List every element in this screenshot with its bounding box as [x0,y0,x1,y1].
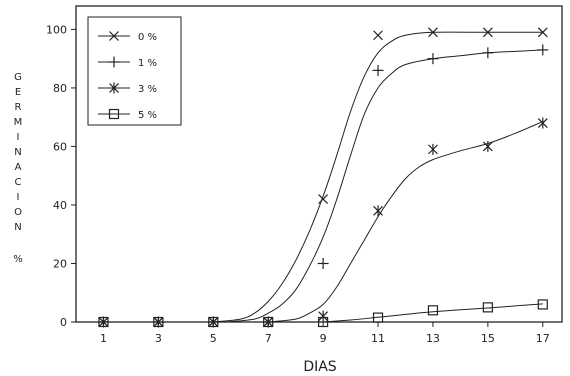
y-label-letter: M [14,117,23,128]
point-asterisk [153,316,164,328]
legend: 0 % 1 % 3 % 5 % [87,16,182,126]
point-asterisk [263,316,274,328]
x-tick-label: 7 [265,332,272,345]
y-label-letter: C [15,177,22,188]
x-tick-label: 5 [210,332,217,345]
point-x [373,30,383,41]
curve-plus [226,49,543,323]
point-asterisk [373,205,383,217]
point-asterisk [98,316,109,328]
point-square [208,316,219,328]
x-tick-label: 15 [481,332,495,345]
y-label-letter: E [15,87,21,98]
point-asterisk [318,310,329,322]
point-square [427,305,439,316]
point-square [372,312,384,323]
point-asterisk [537,117,548,129]
y-tick-label: 0 [60,316,67,329]
point-square [318,316,329,328]
x-tick-label: 9 [320,332,327,345]
data-markers [97,27,549,328]
point-plus [427,53,439,65]
point-square [98,316,109,328]
x-tick-label: 1 [100,332,107,345]
legend-label: 0 % [138,32,157,43]
point-asterisk [208,316,219,328]
point-square [537,299,548,310]
point-x [428,27,438,38]
y-label-unit: % [13,254,23,265]
point-x [318,194,329,205]
legend-marker-square [108,108,120,120]
y-tick-label: 100 [46,23,67,36]
point-plus [537,44,549,56]
point-x [537,27,548,38]
x-tick-label: 13 [426,332,440,345]
y-tick-label: 60 [53,140,67,153]
y-label-letter: N [14,222,21,233]
point-square [153,316,164,328]
legend-label: 3 % [138,84,157,95]
y-tick-label: 20 [53,257,67,270]
legend-label: 5 % [138,110,157,121]
y-tick-label: 40 [53,199,67,212]
legend-marker-plus [108,56,120,68]
curve-square [323,303,543,323]
y-label-letter: N [14,147,21,158]
fitted-curves [103,31,543,323]
point-square [263,316,274,328]
y-label-letter: I [17,192,20,203]
point-x [482,27,493,38]
y-tick-label: 80 [53,82,67,95]
legend-label: 1 % [138,58,157,69]
legend-marker-asterisk [109,82,119,94]
x-tick-label: 3 [155,332,162,345]
legend-marker-x [109,31,119,41]
y-label-letter: R [15,102,22,113]
curve-asterisk [268,121,543,323]
point-plus [482,47,494,59]
x-tick-label: 17 [536,332,550,345]
point-plus [372,64,384,76]
y-label-letter: I [17,132,20,143]
point-asterisk [482,140,493,152]
y-label-letter: G [14,72,22,83]
point-plus [317,257,329,269]
curve-x [213,31,543,323]
point-asterisk [428,143,438,155]
point-square [482,302,493,313]
legend-box [87,16,182,126]
x-tick-label: 11 [371,332,385,345]
y-label-letter: A [15,162,22,173]
x-axis-label: DIAS [303,359,336,375]
y-label-letter: O [14,207,22,218]
